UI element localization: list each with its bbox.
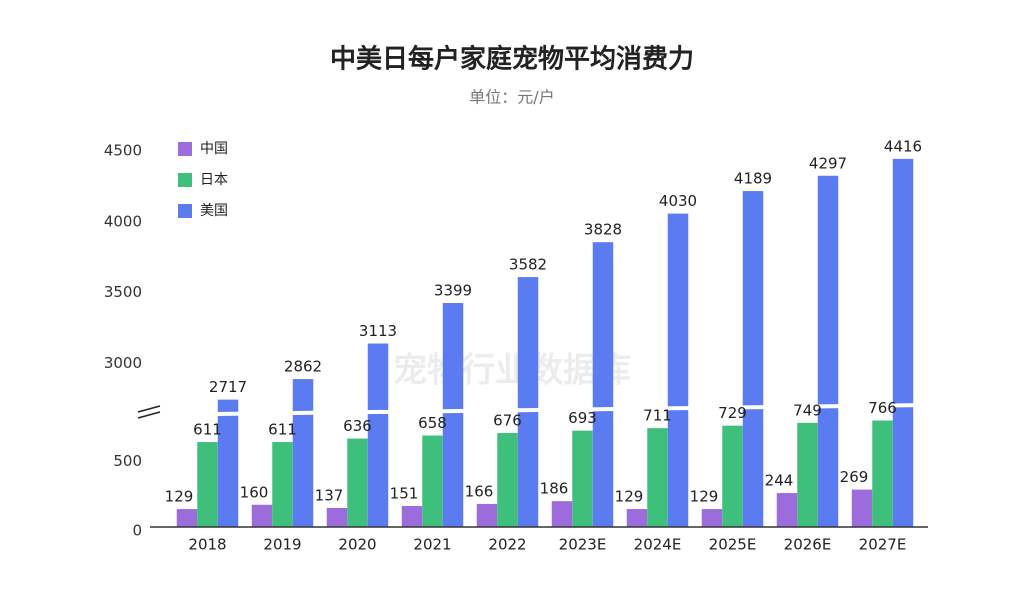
value-label: 636 [343,417,372,435]
bar [176,509,198,527]
value-label: 676 [493,412,522,430]
bar [476,503,498,527]
value-label: 693 [568,409,597,427]
bar [817,175,839,527]
axis-break [140,403,928,417]
bar [701,509,723,527]
x-tick-label: 2026E [784,536,832,554]
break-mark [137,405,161,413]
bar [797,422,818,527]
bar [251,504,273,527]
bar [347,438,368,527]
value-label: 186 [540,480,569,498]
value-label: 766 [868,399,897,417]
legend-label: 中国 [200,141,228,157]
legend-label: 日本 [200,172,228,188]
y-tick-label: 4500 [104,142,142,160]
value-label: 4030 [659,192,697,210]
bar [722,425,743,527]
value-label: 658 [418,414,447,432]
bar [551,501,573,527]
bar [401,506,423,527]
value-label: 2862 [284,358,322,376]
x-tick-label: 2025E [709,536,757,554]
y-tick-label: 4000 [104,212,142,230]
value-label: 611 [268,421,297,439]
bar [197,442,218,527]
y-tick-label: 500 [113,452,142,470]
bar [367,343,389,527]
value-label: 129 [615,488,644,506]
bar [647,428,668,527]
value-label: 3113 [359,322,397,340]
bar [517,277,539,527]
legend-swatch [178,173,192,187]
bar [497,433,518,527]
bar [892,158,914,527]
bar [851,489,873,527]
x-tick-label: 2027E [859,536,907,554]
value-label: 711 [643,407,672,425]
y-tick-label: 0 [132,522,142,540]
x-tick-label: 2022 [488,536,526,554]
bar [667,213,689,528]
break-mark [137,411,161,419]
bar [326,507,348,527]
value-label: 129 [165,488,194,506]
y-tick-label: 3500 [104,283,142,301]
legend-label: 美国 [200,203,228,219]
x-tick-label: 2020 [338,536,376,554]
chart-subtitle: 单位：元/户 [469,88,554,107]
bar [272,442,293,527]
bar [572,430,593,527]
x-tick-label: 2023E [559,536,607,554]
bar [292,379,314,527]
bar [592,242,614,527]
value-label: 244 [765,472,794,490]
value-label: 749 [793,401,822,419]
bar [742,191,764,527]
bar [626,509,648,527]
value-label: 4416 [884,137,922,155]
legend-swatch [178,204,192,218]
x-tick-label: 2018 [188,536,226,554]
value-label: 3828 [584,221,622,239]
bar [422,435,443,527]
watermark: 宠物行业数据库 [393,351,631,391]
bar [776,493,798,527]
value-label: 129 [690,488,719,506]
bar [442,303,464,527]
value-label: 3399 [434,282,472,300]
bar [872,420,893,527]
value-label: 3582 [509,256,547,274]
value-label: 151 [390,485,419,503]
value-label: 4297 [809,154,847,172]
value-label: 2717 [209,378,247,396]
x-tick-label: 2019 [263,536,301,554]
value-label: 611 [193,421,222,439]
value-label: 4189 [734,170,772,188]
bar [217,399,239,527]
x-tick-label: 2021 [413,536,451,554]
legend-swatch [178,142,192,156]
value-label: 137 [315,486,344,504]
x-tick-label: 2024E [634,536,682,554]
value-label: 269 [840,468,869,486]
value-label: 160 [240,483,269,501]
chart-title: 中美日每户家庭宠物平均消费力 [330,44,694,75]
value-label: 729 [718,404,747,422]
y-tick-label: 3000 [104,354,142,372]
value-label: 166 [465,482,494,500]
